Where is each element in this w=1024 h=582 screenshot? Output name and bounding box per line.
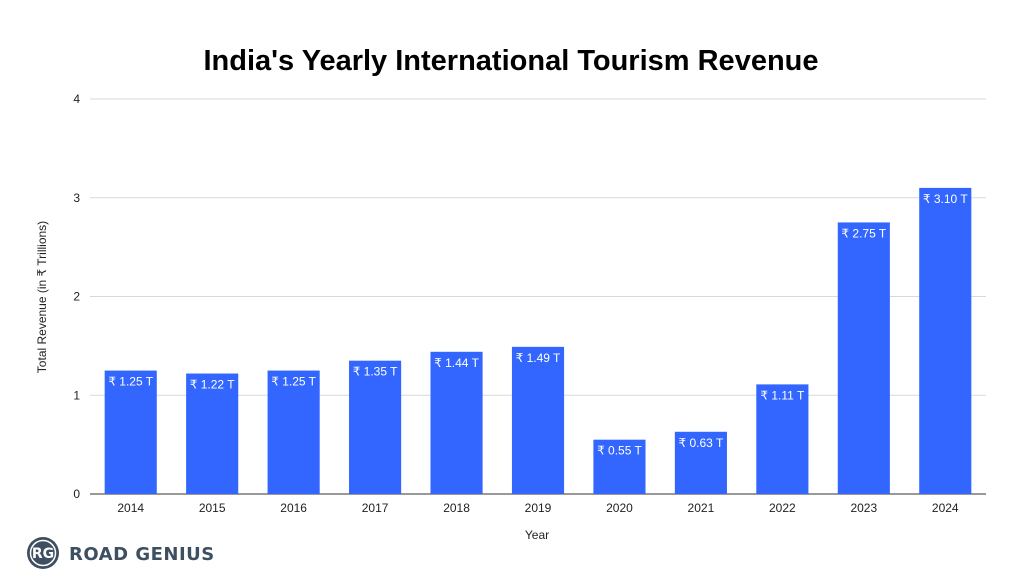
bar-value-label: ₹ 1.22 T xyxy=(190,378,235,392)
bar-value-label: ₹ 1.44 T xyxy=(434,356,479,370)
logo-text: ROAD GENIUS xyxy=(69,544,215,565)
bar-2024 xyxy=(919,187,972,494)
bar-value-label: ₹ 0.55 T xyxy=(597,444,642,458)
bar-value-label: ₹ 1.35 T xyxy=(353,365,398,379)
x-tick-label: 2015 xyxy=(199,501,226,515)
y-tick-label: 4 xyxy=(73,92,80,106)
y-tick-label: 1 xyxy=(73,388,80,402)
x-tick-label: 2023 xyxy=(850,501,877,515)
bar-value-label: ₹ 0.63 T xyxy=(679,436,724,450)
logo-monogram: RG xyxy=(32,546,54,562)
bar-value-label: ₹ 1.49 T xyxy=(516,351,561,365)
bar-value-label: ₹ 1.25 T xyxy=(271,375,316,389)
x-tick-label: 2024 xyxy=(932,501,959,515)
bar-2019 xyxy=(511,346,565,494)
chart-title: India's Yearly International Tourism Rev… xyxy=(203,45,818,77)
gridlines xyxy=(90,98,986,495)
bar-2020 xyxy=(593,439,646,494)
y-axis-label: Total Revenue (in ₹ Trillions) xyxy=(35,221,49,373)
bar-2022 xyxy=(756,384,809,494)
y-tick-label: 0 xyxy=(73,487,80,501)
bar-2017 xyxy=(349,360,402,494)
bar-value-label: ₹ 3.10 T xyxy=(923,192,968,206)
y-tick-label: 2 xyxy=(73,290,80,304)
bar-2015 xyxy=(186,373,239,494)
x-axis-ticks: 2014 2015 2016 2017 2018 2019 2020 2021 2022 2023… xyxy=(117,501,959,515)
x-tick-label: 2014 xyxy=(117,501,144,515)
logo-badge-icon xyxy=(27,537,59,569)
x-tick-label: 2017 xyxy=(362,501,389,515)
bar-value-label: ₹ 2.75 T xyxy=(841,226,886,240)
x-tick-label: 2018 xyxy=(443,501,470,515)
logo-badge-ring xyxy=(29,539,57,567)
bar-2021 xyxy=(674,431,727,494)
x-axis-label: Year xyxy=(525,528,549,542)
x-tick-label: 2020 xyxy=(606,501,633,515)
bar-value-label: ₹ 1.11 T xyxy=(760,388,805,402)
y-axis-ticks: 0 1 2 3 4 xyxy=(73,92,80,501)
x-tick-label: 2019 xyxy=(525,501,552,515)
x-tick-label: 2021 xyxy=(688,501,715,515)
bar-2023 xyxy=(837,222,890,494)
road-genius-logo: RG ROAD GENIUS xyxy=(27,537,215,569)
bar-2014 xyxy=(104,370,157,494)
x-tick-label: 2022 xyxy=(769,501,796,515)
x-tick-label: 2016 xyxy=(280,501,307,515)
bar-value-label: ₹ 1.25 T xyxy=(108,375,153,389)
bar-2016 xyxy=(267,370,320,494)
bar-2018 xyxy=(430,351,483,494)
bars: ₹ 1.25 T ₹ 1.22 T ₹ 1.25 T ₹ 1.35 T ₹ 1.44 T… xyxy=(104,187,972,494)
y-tick-label: 3 xyxy=(73,191,80,205)
